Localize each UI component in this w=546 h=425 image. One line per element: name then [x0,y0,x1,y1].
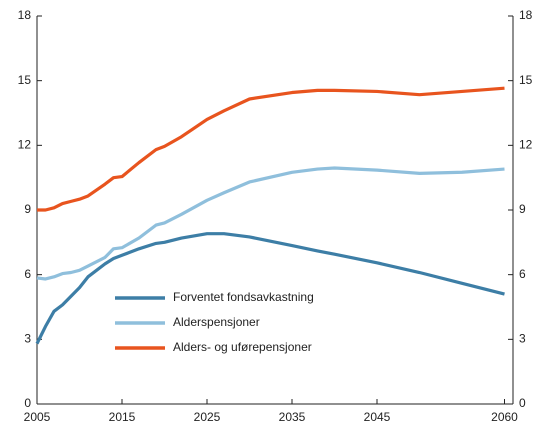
y-tick-label-right: 9 [519,202,526,216]
y-tick-label: 0 [24,396,31,410]
y-tick-label: 3 [24,332,31,346]
y-tick-label: 6 [24,267,31,281]
legend-label: Forventet fondsavkastning [173,290,314,304]
legend-label: Alderspensjoner [173,315,260,329]
y-tick-label-right: 18 [519,8,533,22]
x-tick-label: 2060 [491,410,518,424]
y-tick-label: 15 [18,73,32,87]
series-line [37,86,505,212]
x-tick-label: 2025 [194,410,221,424]
series-line [36,166,505,281]
x-tick-label: 2045 [364,410,391,424]
x-tick-label: 2005 [24,410,51,424]
y-tick-label-right: 3 [519,332,526,346]
y-tick-label: 9 [24,202,31,216]
y-tick-label-right: 15 [519,73,533,87]
legend-label: Alders- og uførepensjoner [173,340,312,354]
y-tick-label-right: 12 [519,138,533,152]
y-tick-label: 18 [18,8,32,22]
y-tick-label: 12 [18,138,32,152]
y-tick-label-right: 6 [519,267,526,281]
series-line [35,232,505,345]
x-tick-label: 2035 [279,410,306,424]
y-tick-label-right: 0 [519,396,526,410]
x-tick-label: 2015 [109,410,136,424]
